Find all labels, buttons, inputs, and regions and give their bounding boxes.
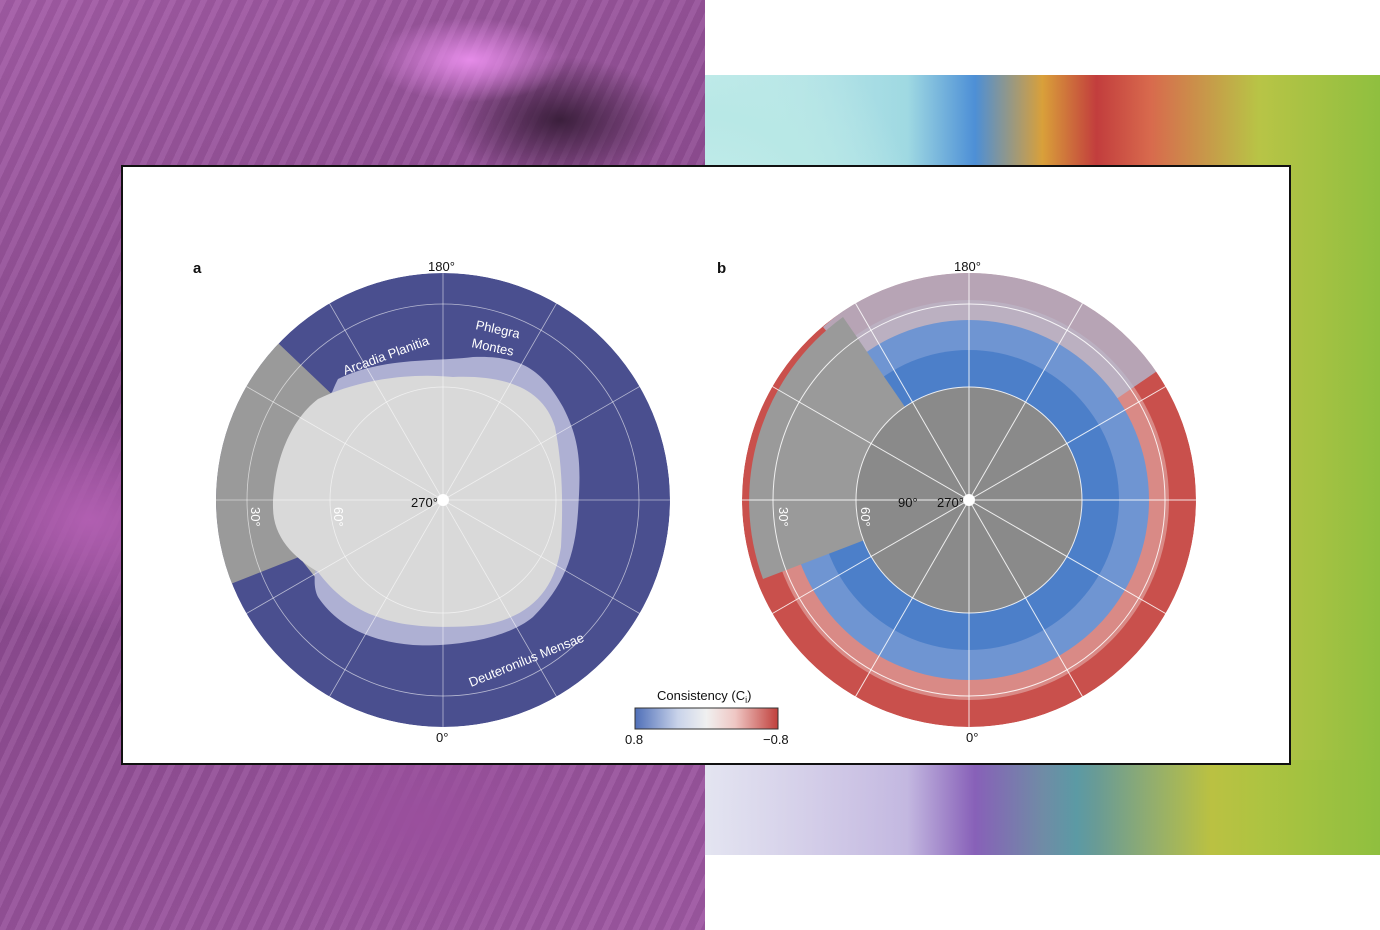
colorbar: Consistency (Ci) 0.8 −0.8 xyxy=(625,688,789,747)
panel-a: a 180° 0° 270° 30° xyxy=(193,259,670,745)
panel-b-lon-0: 0° xyxy=(966,730,978,745)
panel-a-lat-60: 60° xyxy=(331,507,346,527)
panel-a-core xyxy=(273,375,563,627)
panel-b-lat-60: 60° xyxy=(858,507,873,527)
colorbar-title: Consistency (Ci) xyxy=(657,688,751,705)
panel-b-label: b xyxy=(717,260,726,277)
figure-panel: a 180° 0° 270° 30° xyxy=(121,165,1291,765)
panel-a-lon-180: 180° xyxy=(428,259,455,274)
panel-a-lon-0: 0° xyxy=(436,730,448,745)
panel-a-center-label: 270° xyxy=(411,495,438,510)
colorbar-min-label: 0.8 xyxy=(625,732,643,747)
panel-b-graticule xyxy=(742,273,1196,727)
panel-a-lat-30: 30° xyxy=(248,507,263,527)
panel-b: b 180° 0° 270° xyxy=(717,259,1196,745)
panel-b-lat-30: 30° xyxy=(776,507,791,527)
background-topography-bottom xyxy=(705,760,1380,855)
panel-b-pole xyxy=(963,494,975,506)
figure-svg: a 180° 0° 270° 30° xyxy=(193,259,1196,747)
panel-a-pole xyxy=(437,494,449,506)
panel-b-lon-90: 90° xyxy=(898,495,918,510)
colorbar-gradient xyxy=(634,707,779,730)
colorbar-max-label: −0.8 xyxy=(763,732,789,747)
panel-a-label: a xyxy=(193,260,202,277)
panel-b-lon-180: 180° xyxy=(954,259,981,274)
panel-b-center-label: 270° xyxy=(937,495,964,510)
